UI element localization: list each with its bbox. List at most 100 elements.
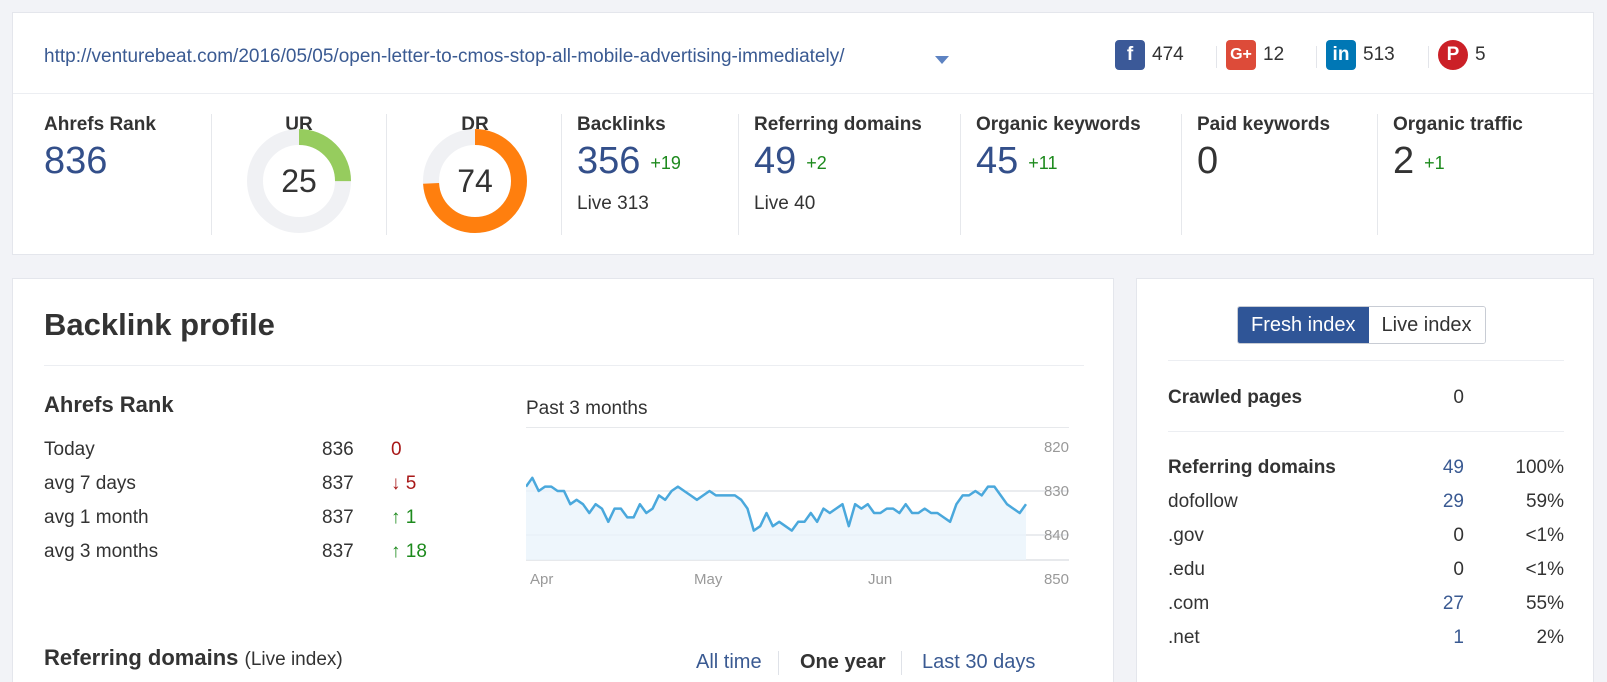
metric-label: Ahrefs Rank — [44, 114, 156, 135]
rd-row-value-link[interactable]: 27 — [1442, 593, 1464, 614]
crawled-pages-label: Crawled pages — [1168, 387, 1303, 408]
target-url-link[interactable]: http://venturebeat.com/2016/05/05/open-l… — [44, 46, 845, 67]
rd-row-percent: 59% — [1525, 491, 1564, 512]
backlinks-delta: +19 — [650, 153, 681, 173]
rank-row-delta: ↓ 5 — [391, 473, 417, 494]
referring-domains-heading: Referring domains — [44, 645, 239, 670]
rank-row-value: 836 — [322, 439, 354, 460]
rd-row-percent: 55% — [1525, 593, 1564, 614]
rank-row-value: 837 — [322, 473, 354, 494]
chevron-down-icon[interactable] — [935, 56, 949, 64]
backlinks-value[interactable]: 356 — [577, 140, 641, 182]
referring-domains-value[interactable]: 49 — [754, 140, 797, 182]
range-one-year[interactable]: One year — [800, 651, 886, 673]
pinterest-count: 5 — [1475, 44, 1486, 65]
ahrefs-rank-chart[interactable]: 820 830 840 850 Apr May Jun — [526, 427, 1096, 607]
metric-label: Organic traffic — [1393, 114, 1523, 135]
pinterest-icon: P — [1438, 40, 1468, 70]
rank-row-delta: 0 — [391, 439, 402, 460]
rank-row-delta: ↑ 18 — [391, 541, 427, 562]
metric-label: Paid keywords — [1197, 114, 1331, 135]
rd-row-percent: <1% — [1525, 559, 1564, 580]
divider — [960, 114, 961, 235]
dr-donut-chart: 74 — [423, 129, 527, 233]
rd-row-label: .net — [1168, 627, 1200, 648]
url-row: http://venturebeat.com/2016/05/05/open-l… — [13, 13, 1593, 94]
social-linkedin: in 513 — [1326, 39, 1395, 71]
rank-row-today: Today 836 0 — [44, 439, 444, 469]
range-all-time[interactable]: All time — [696, 651, 762, 673]
summary-panel: http://venturebeat.com/2016/05/05/open-l… — [12, 12, 1594, 255]
chart-area — [526, 477, 1026, 560]
divider — [1216, 46, 1217, 68]
y-tick-label: 850 — [1044, 571, 1069, 588]
rank-row-label: avg 1 month — [44, 507, 149, 528]
social-google-plus: G+ 12 — [1226, 39, 1284, 71]
rd-row-value-link[interactable]: 1 — [1453, 627, 1464, 648]
divider — [1168, 360, 1564, 361]
rd-row-referring-domains: Referring domains 49 100% — [1168, 457, 1564, 487]
metric-label: Referring domains — [754, 114, 922, 135]
rd-row-label: .gov — [1168, 525, 1204, 546]
divider — [1428, 46, 1429, 68]
divider — [1168, 431, 1564, 432]
backlink-profile-panel: Backlink profile Ahrefs Rank Today 836 0… — [12, 278, 1114, 682]
crawled-pages-row: Crawled pages 0 — [1168, 387, 1564, 417]
linkedin-icon: in — [1326, 40, 1356, 70]
social-facebook: f 474 — [1115, 39, 1184, 71]
ur-donut-chart: 25 — [247, 129, 351, 233]
chart-series-line — [526, 476, 1028, 532]
rd-row-value-link[interactable]: 49 — [1442, 457, 1464, 478]
referring-domains-delta: +2 — [806, 153, 827, 173]
index-stats-panel: Fresh index Live index Crawled pages 0 R… — [1136, 278, 1594, 682]
divider — [386, 114, 387, 235]
ahrefs-rank-value[interactable]: 836 — [44, 140, 108, 182]
rank-row-label: avg 7 days — [44, 473, 136, 494]
rd-row-dofollow: dofollow 29 59% — [1168, 491, 1564, 521]
organic-traffic-value: 2 — [1393, 140, 1415, 182]
ur-arc — [247, 129, 351, 233]
rank-row-label: avg 3 months — [44, 541, 159, 562]
x-tick-label: Apr — [530, 571, 553, 588]
divider — [44, 365, 1084, 366]
rank-row-avg-1-month: avg 1 month 837 ↑ 1 — [44, 507, 444, 537]
chart-caption: Past 3 months — [526, 398, 648, 419]
rd-row-com: .com 27 55% — [1168, 593, 1564, 623]
crawled-pages-value: 0 — [1453, 387, 1464, 408]
rd-row-label: .edu — [1168, 559, 1205, 580]
rd-row-label: dofollow — [1168, 491, 1238, 512]
rd-row-value-link[interactable]: 29 — [1442, 491, 1464, 512]
live-index-button[interactable]: Live index — [1368, 307, 1485, 343]
y-tick-label: 830 — [1044, 483, 1069, 500]
fresh-index-button[interactable]: Fresh index — [1238, 307, 1369, 343]
rd-row-label: .com — [1168, 593, 1210, 614]
rd-row-percent: 100% — [1515, 457, 1564, 478]
rd-row-edu: .edu 0 <1% — [1168, 559, 1564, 589]
divider — [1377, 114, 1378, 235]
organic-keywords-delta: +11 — [1028, 153, 1058, 173]
ur-value: 25 — [281, 163, 317, 199]
divider — [211, 114, 212, 235]
y-tick-label: 820 — [1044, 439, 1069, 456]
organic-traffic-delta: +1 — [1424, 153, 1445, 173]
section-title-referring-domains: Referring domains (Live index) — [44, 645, 343, 671]
metric-paid-keywords: Paid keywords 0 — [1197, 114, 1330, 183]
dr-arc — [423, 129, 527, 233]
facebook-icon: f — [1115, 40, 1145, 70]
divider — [778, 651, 779, 675]
y-tick-label: 840 — [1044, 527, 1069, 544]
rd-row-gov: .gov 0 <1% — [1168, 525, 1564, 555]
x-tick-label: May — [694, 571, 723, 588]
linkedin-count: 513 — [1363, 44, 1395, 65]
rd-row-percent: <1% — [1525, 525, 1564, 546]
page-title: Backlink profile — [44, 307, 275, 342]
rd-row-value: 0 — [1453, 559, 1464, 580]
organic-keywords-value[interactable]: 45 — [976, 140, 1019, 182]
metric-referring-domains: Referring domains 49 +2 Live 40 — [754, 114, 922, 215]
google-plus-icon: G+ — [1226, 40, 1256, 70]
divider — [1316, 46, 1317, 68]
divider — [738, 114, 739, 235]
rank-row-value: 837 — [322, 507, 354, 528]
range-last-30-days[interactable]: Last 30 days — [922, 651, 1036, 673]
x-tick-label: Jun — [868, 571, 892, 588]
